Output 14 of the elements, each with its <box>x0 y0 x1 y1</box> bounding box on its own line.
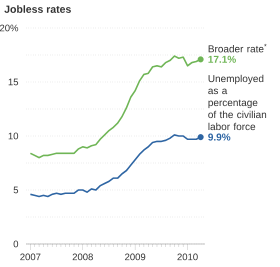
y-tick-label: 10 <box>8 132 18 140</box>
y-tick-label: 5 <box>14 186 18 194</box>
y-tick-label: 20% <box>0 24 18 32</box>
y-tick-label: 0 <box>14 240 18 248</box>
series-label: Broader rate$^{*}$ <box>208 44 267 52</box>
series-label: Unemployed as a percentage of the civilian labor force <box>208 74 266 130</box>
x-tick-label: 2010 <box>177 254 198 260</box>
x-tick-label: 2009 <box>125 254 146 260</box>
y-tick-label: 15 <box>8 78 18 86</box>
x-tick-label: 2008 <box>72 254 93 260</box>
chart-title: Jobless rates <box>4 5 71 13</box>
x-tick-label: 2007 <box>20 254 40 260</box>
data-label: 17.1% <box>208 56 236 63</box>
data-label: 9.9% <box>208 134 230 141</box>
